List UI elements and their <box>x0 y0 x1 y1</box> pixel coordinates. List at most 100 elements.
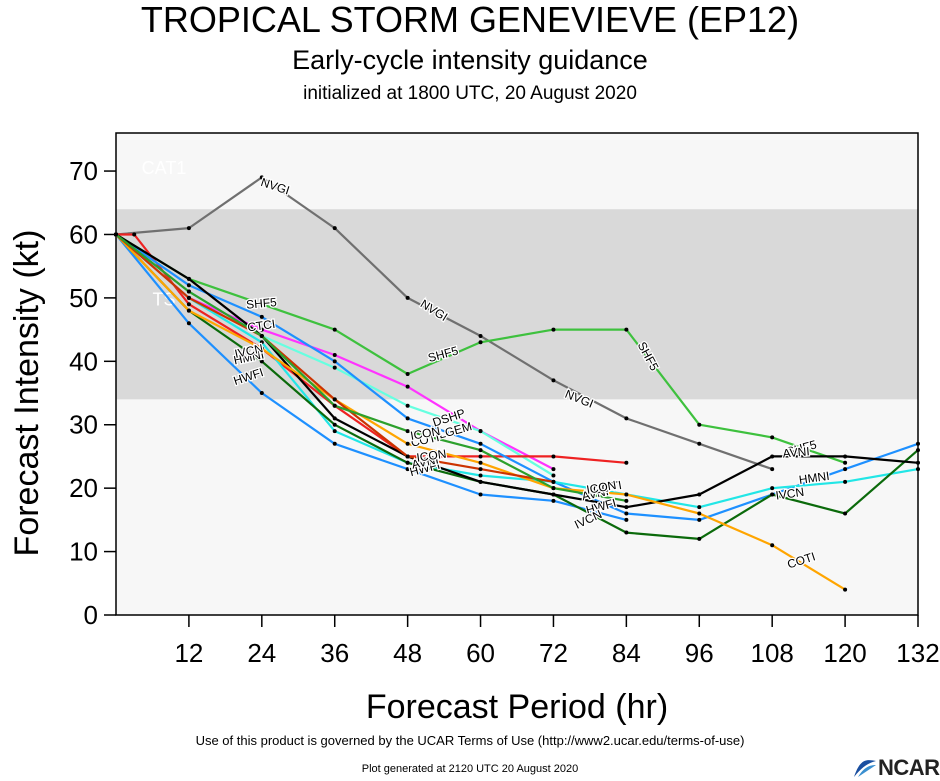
data-point-hwfi <box>624 517 629 522</box>
data-point-ctci <box>405 416 410 421</box>
data-point-ofcl <box>132 232 137 237</box>
data-point-nvgi <box>478 333 483 338</box>
data-point-ivcn <box>916 448 920 453</box>
data-point-dshp <box>332 352 337 357</box>
data-point-lgem <box>405 403 410 408</box>
data-point-lgem <box>478 429 483 434</box>
series-label-avni: AVNI <box>782 444 810 460</box>
x-tick-label: 96 <box>685 638 714 668</box>
data-point-dshp <box>259 327 264 332</box>
data-point-nvgi <box>770 467 775 472</box>
data-point-hmni <box>259 340 264 345</box>
data-point-hwfi <box>186 321 191 326</box>
data-point-dshp <box>405 454 410 459</box>
y-tick-label: 70 <box>69 156 98 186</box>
data-point-icon <box>478 448 483 453</box>
series-line-hmni <box>115 233 919 509</box>
data-point-nvgi <box>405 295 410 300</box>
data-point-avni <box>624 505 629 510</box>
y-tick-label: 0 <box>84 600 98 630</box>
data-point-icon <box>405 429 410 434</box>
data-point-icon <box>186 289 191 294</box>
data-point-hwfi <box>551 498 556 503</box>
model-series <box>114 175 920 592</box>
data-point-ivcn <box>843 511 848 516</box>
data-point-dshp <box>186 295 191 300</box>
data-point-hwfi <box>405 467 410 472</box>
data-point-nvgi <box>186 226 191 231</box>
data-point-nvgi <box>259 175 264 180</box>
x-tick-label: 24 <box>247 638 276 668</box>
data-point-dshp <box>332 397 337 402</box>
data-point-dshp <box>551 467 556 472</box>
x-tick-label: 48 <box>393 638 422 668</box>
data-point-hmni <box>478 473 483 478</box>
data-point-avni <box>916 460 920 465</box>
data-point-coti <box>405 441 410 446</box>
data-point-hmni <box>770 486 775 491</box>
data-point-nvgi <box>624 416 629 421</box>
x-tick-label: 120 <box>823 638 866 668</box>
data-point-shf5 <box>551 327 556 332</box>
intensity-bands: TS CAT1 <box>116 133 918 615</box>
data-point-icon <box>259 333 264 338</box>
series-line-icon <box>115 233 627 502</box>
data-point-ivcn <box>332 422 337 427</box>
x-tick-label: 108 <box>750 638 793 668</box>
data-point-coti <box>843 587 848 592</box>
data-point-dshp <box>478 467 483 472</box>
data-point-coti <box>478 460 483 465</box>
axes: 0 10 20 30 40 50 60 70 12 24 36 48 60 72 84 96 108 120 132 <box>69 132 940 668</box>
data-point-hmni <box>843 479 848 484</box>
series-label-ctci: CTCI <box>246 317 276 335</box>
series-label-icon: ICON <box>416 447 448 465</box>
data-point-shf5 <box>332 327 337 332</box>
series-line-ctci <box>115 233 919 522</box>
data-point-ivcn <box>624 530 629 535</box>
data-point-hwfi <box>478 492 483 497</box>
data-point-avni <box>843 454 848 459</box>
data-point-avni <box>770 454 775 459</box>
data-point-coti <box>770 543 775 548</box>
data-point-ivcn <box>259 359 264 364</box>
y-tick-label: 30 <box>69 410 98 440</box>
ncar-logo-icon <box>854 760 876 777</box>
data-point-lgem <box>551 473 556 478</box>
data-point-ofcl <box>186 302 191 307</box>
data-point-hmni <box>916 467 920 472</box>
data-point-avni <box>697 492 702 497</box>
x-tick-label: 72 <box>539 638 568 668</box>
data-point-nvgi <box>551 378 556 383</box>
data-point-dshp <box>551 479 556 484</box>
series-label-icon: ICON <box>585 478 617 497</box>
data-point-dshp <box>405 384 410 389</box>
data-point-avni <box>332 416 337 421</box>
data-point-ctci <box>624 511 629 516</box>
data-point-shf5 <box>697 422 702 427</box>
series-label-avni: AVNI <box>580 484 609 503</box>
x-axis-label: Forecast Period (hr) <box>366 688 668 726</box>
data-point-ofcl <box>551 454 556 459</box>
data-point-ctci <box>478 441 483 446</box>
terms-of-use: Use of this product is governed by the U… <box>195 733 745 748</box>
data-point-ofcl <box>478 454 483 459</box>
y-tick-label: 10 <box>69 537 98 567</box>
y-tick-label: 60 <box>69 219 98 249</box>
ncar-logo: NCAR <box>852 755 940 780</box>
series-label-ivcn: IVCN <box>775 485 805 503</box>
data-point-shf5 <box>478 340 483 345</box>
band-ts <box>116 209 918 400</box>
data-point-coti <box>259 346 264 351</box>
series-line-avni <box>115 233 919 509</box>
series-label-icon: ICON <box>409 424 441 443</box>
data-point-hmni <box>332 429 337 434</box>
data-point-ctci <box>259 314 264 319</box>
series-label-avni: AVNI <box>410 452 439 471</box>
data-point-icon <box>551 486 556 491</box>
data-point-icon <box>624 498 629 503</box>
y-tick-label: 40 <box>69 346 98 376</box>
data-point-shf5 <box>259 302 264 307</box>
data-point-ctci <box>843 467 848 472</box>
band-cat1 <box>116 133 918 210</box>
